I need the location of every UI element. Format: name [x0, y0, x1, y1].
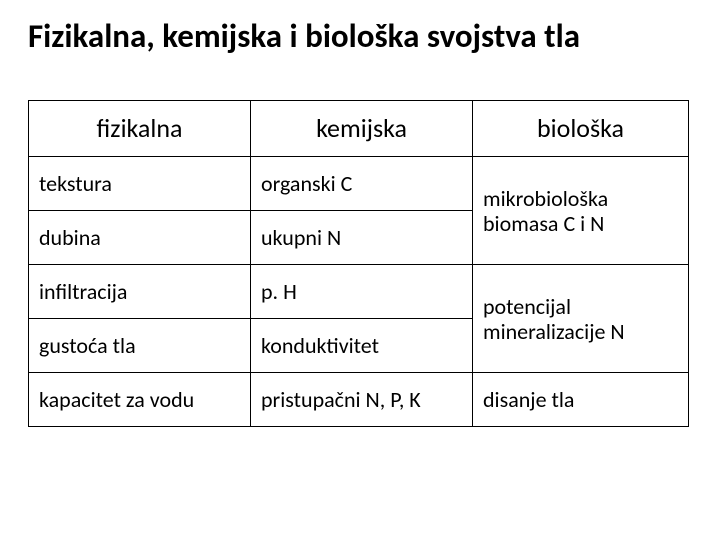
- page-title: Fizikalna, kemijska i biološka svojstva …: [28, 18, 696, 54]
- table-row: kapacitet za vodu pristupačni N, P, K di…: [29, 373, 689, 427]
- cell-fizikalna: kapacitet za vodu: [29, 373, 251, 427]
- properties-table: fizikalna kemijska biološka tekstura org…: [28, 100, 689, 427]
- table-row: infiltracija p. H potencijal mineralizac…: [29, 265, 689, 319]
- cell-bioloska: mikrobiološka biomasa C i N: [473, 157, 689, 265]
- cell-kemijska: organski C: [251, 157, 473, 211]
- cell-bioloska: potencijal mineralizacije N: [473, 265, 689, 373]
- cell-fizikalna: infiltracija: [29, 265, 251, 319]
- col-header-bioloska: biološka: [473, 101, 689, 157]
- cell-fizikalna: dubina: [29, 211, 251, 265]
- slide: Fizikalna, kemijska i biološka svojstva …: [0, 0, 720, 540]
- cell-bioloska: disanje tla: [473, 373, 689, 427]
- cell-kemijska: ukupni N: [251, 211, 473, 265]
- cell-fizikalna: gustoća tla: [29, 319, 251, 373]
- col-header-kemijska: kemijska: [251, 101, 473, 157]
- cell-kemijska: konduktivitet: [251, 319, 473, 373]
- table-row: tekstura organski C mikrobiološka biomas…: [29, 157, 689, 211]
- table-header-row: fizikalna kemijska biološka: [29, 101, 689, 157]
- cell-kemijska: p. H: [251, 265, 473, 319]
- col-header-fizikalna: fizikalna: [29, 101, 251, 157]
- cell-kemijska: pristupačni N, P, K: [251, 373, 473, 427]
- cell-fizikalna: tekstura: [29, 157, 251, 211]
